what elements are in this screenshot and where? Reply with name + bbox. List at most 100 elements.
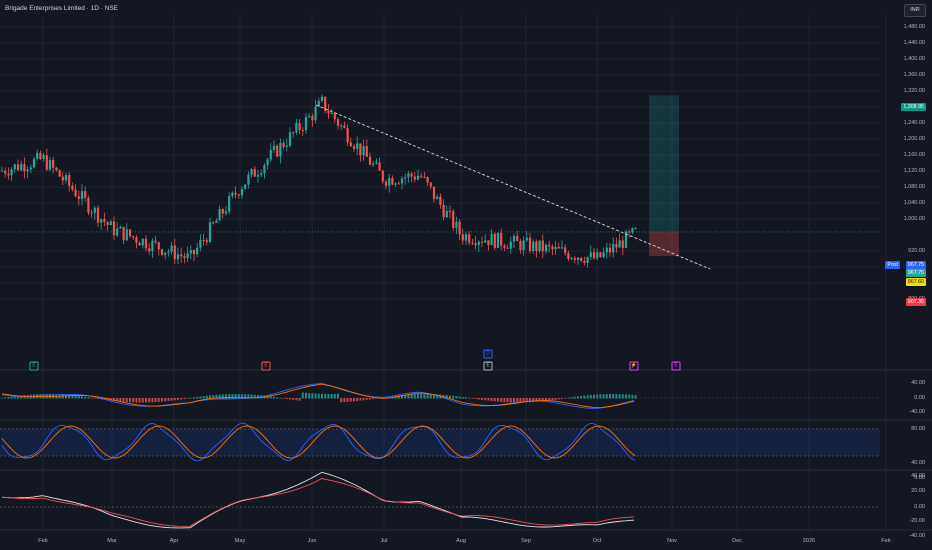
macd-histogram-bar — [397, 395, 400, 399]
macd-histogram-bar — [567, 397, 570, 399]
candle-body — [228, 196, 231, 212]
macd-histogram-bar — [340, 398, 343, 403]
macd-histogram-bar — [84, 396, 87, 399]
macd-histogram-bar — [385, 396, 387, 399]
candle-body — [282, 143, 285, 147]
symbol-title[interactable]: Brigade Enterprises Limited · 1D · NSE — [5, 5, 119, 12]
candle-body — [423, 176, 426, 178]
candle-body — [580, 257, 583, 262]
candle-body — [528, 237, 532, 251]
macd-histogram-bar — [333, 393, 336, 399]
macd-histogram-bar — [138, 398, 141, 403]
macd-histogram-bar — [132, 398, 135, 403]
candle-body — [279, 143, 282, 157]
candle-body — [567, 253, 570, 259]
event-marker[interactable]: E — [671, 361, 681, 371]
candle-body — [199, 240, 202, 248]
macd-histogram-bar — [529, 398, 531, 403]
macd-histogram-bar — [545, 398, 547, 401]
macd-histogram-bar — [465, 397, 467, 399]
event-marker[interactable]: E — [261, 361, 271, 371]
candle-body — [240, 188, 244, 196]
candle-body — [631, 228, 634, 233]
macd-histogram-bar — [327, 393, 330, 399]
candle-body — [615, 243, 618, 248]
macd-histogram-bar — [7, 396, 10, 399]
macd-histogram-bar — [71, 395, 74, 399]
candle-body — [160, 249, 164, 255]
macd-histogram-bar — [97, 398, 99, 399]
macd-histogram-bar — [413, 394, 416, 399]
candle-body — [186, 253, 189, 259]
macd-histogram-bar — [116, 398, 119, 402]
macd-histogram-bar — [135, 398, 138, 403]
currency-button[interactable]: INR — [904, 4, 926, 17]
osc_axis-tick-label: -40.00 — [909, 533, 925, 539]
price-tick-label: 1,440.00 — [903, 40, 925, 46]
macd-histogram-bar — [570, 397, 573, 399]
macd-histogram-bar — [180, 398, 183, 400]
candle-body — [173, 245, 176, 260]
candle-body — [314, 106, 317, 121]
candle-body — [503, 245, 506, 248]
macd-histogram-bar — [474, 398, 477, 400]
macd-histogram-bar — [429, 394, 432, 399]
event-marker[interactable]: E — [483, 361, 493, 371]
candle-body — [167, 251, 170, 253]
macd-histogram-bar — [276, 397, 279, 399]
macd-histogram-bar — [522, 398, 525, 403]
macd-histogram-bar — [625, 394, 627, 399]
candle-body — [404, 177, 407, 179]
macd-histogram-bar — [196, 396, 199, 399]
macd-histogram-bar — [231, 394, 234, 399]
macd-histogram-bar — [477, 398, 480, 400]
candle-body — [426, 176, 429, 183]
candle-body — [285, 145, 288, 147]
event-marker[interactable]: D — [483, 349, 493, 359]
time-tick-label: 2026 — [802, 538, 816, 544]
candle-body — [180, 254, 183, 257]
macd-histogram-bar — [241, 394, 243, 399]
macd-histogram-bar — [593, 394, 595, 399]
macd-histogram-bar — [186, 398, 189, 399]
candle-body — [144, 238, 148, 249]
candle-body — [141, 238, 144, 246]
candle-body — [343, 125, 346, 128]
macd-histogram-bar — [81, 396, 83, 399]
event-marker[interactable]: ⚡ — [629, 361, 639, 371]
macd-histogram-bar — [74, 395, 77, 399]
candle-body — [538, 240, 541, 252]
price-tick-label: 1,200.00 — [903, 136, 925, 142]
candle-body — [304, 117, 308, 131]
candle-body — [58, 170, 61, 177]
macd-signal-line — [1, 383, 635, 409]
trendline[interactable] — [315, 104, 711, 270]
macd-histogram-bar — [173, 398, 176, 401]
candle-body — [605, 247, 608, 253]
macd-histogram-bar — [541, 398, 544, 402]
candle-body — [359, 143, 362, 156]
macd-histogram-bar — [433, 394, 435, 399]
candle-body — [592, 252, 596, 259]
macd-histogram-bar — [519, 398, 522, 403]
event-marker[interactable]: E — [29, 361, 39, 371]
candle-body — [573, 258, 576, 260]
macd-histogram-bar — [119, 398, 122, 402]
macd-histogram-bar — [202, 396, 205, 399]
candle-body — [189, 250, 192, 254]
candle-body — [164, 252, 167, 255]
candle-body — [490, 233, 493, 246]
candle-body — [90, 212, 93, 214]
macd-histogram-bar — [436, 394, 439, 399]
candle-body — [52, 159, 55, 168]
candle-body — [544, 244, 548, 252]
candle-body — [221, 209, 224, 214]
candle-body — [183, 256, 186, 259]
stoch_axis-tick-label: 0.00 — [914, 475, 925, 481]
macd-histogram-bar — [407, 394, 410, 399]
candle-body — [288, 132, 292, 146]
macd-histogram-bar — [580, 395, 583, 399]
candle-body — [202, 240, 205, 242]
macd-histogram-bar — [244, 394, 247, 399]
